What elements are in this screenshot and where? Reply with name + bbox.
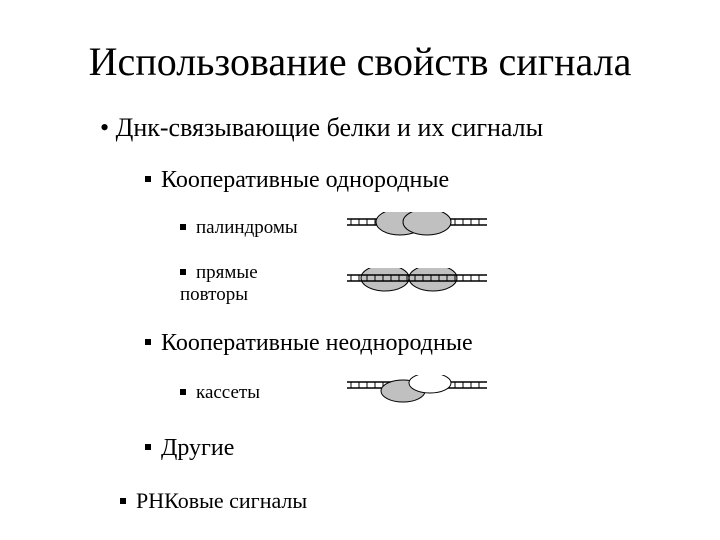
item-direct-repeats-row: прямые повторы [180,262,720,306]
item-dna-proteins: Днк-связывающие белки и их сигналы [100,113,720,143]
palindrome-diagram [345,212,490,244]
item-palindromes-row: палиндромы [180,212,720,244]
item-coop-hetero: Кооперативные неоднородные [145,330,720,357]
item-cassettes: кассеты [180,382,325,404]
item-others: Другие [145,435,720,462]
item-coop-homo: Кооперативные однородные [145,167,720,194]
item-cassettes-row: кассеты [180,375,720,411]
cassette-diagram [345,375,490,411]
item-direct-repeats: прямые повторы [180,262,325,306]
item-rna-signals: РНКовые сигналы [120,488,720,514]
page-title: Использование свойств сигнала [0,0,720,85]
direct-repeat-diagram [345,268,490,300]
item-palindromes: палиндромы [180,217,325,239]
